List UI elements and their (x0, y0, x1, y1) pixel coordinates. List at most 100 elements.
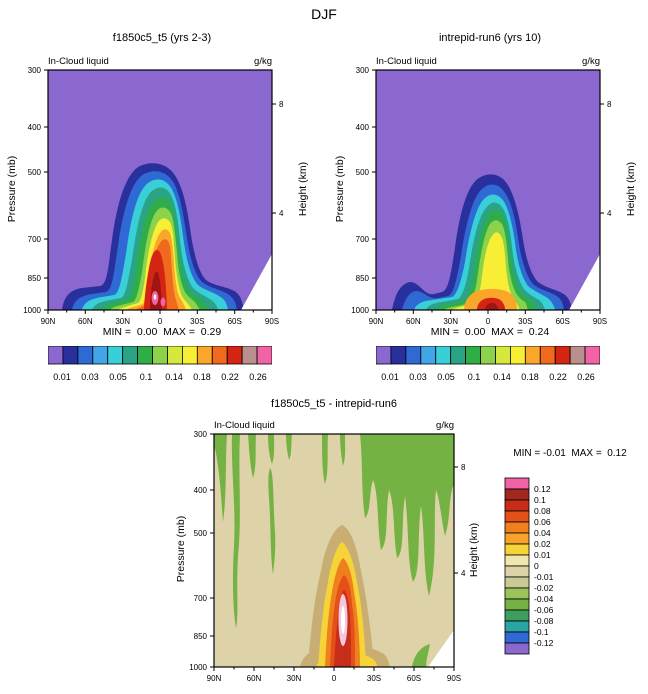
svg-text:0.1: 0.1 (468, 372, 481, 382)
svg-text:0.1: 0.1 (140, 372, 153, 382)
svg-text:300: 300 (28, 66, 42, 75)
panel1-ylabel-right: Height (km) (297, 161, 309, 217)
colorbar-cells (48, 346, 272, 365)
colorbar-labels: 0.01 0.03 0.05 0.1 0.14 0.18 0.22 0.26 (381, 372, 595, 382)
svg-text:4: 4 (279, 209, 284, 218)
svg-text:1000: 1000 (351, 306, 369, 315)
svg-text:0.14: 0.14 (165, 372, 183, 382)
colorbar-cells (504, 477, 530, 655)
svg-text:1000: 1000 (23, 306, 41, 315)
svg-text:60S: 60S (407, 674, 421, 683)
svg-text:-0.04: -0.04 (534, 594, 554, 604)
svg-text:8: 8 (279, 100, 284, 109)
svg-text:60S: 60S (228, 317, 242, 326)
svg-text:400: 400 (356, 123, 370, 132)
field-label: In-Cloud liquid (376, 56, 437, 67)
svg-text:60N: 60N (78, 317, 93, 326)
right-ticks (600, 103, 604, 214)
panel2-field (376, 70, 600, 310)
svg-text:850: 850 (356, 274, 370, 283)
x-ticks (375, 310, 601, 314)
svg-text:0.18: 0.18 (193, 372, 211, 382)
svg-text:0.02: 0.02 (534, 539, 551, 549)
units-label: g/kg (582, 56, 600, 67)
svg-text:90N: 90N (41, 317, 56, 326)
svg-text:-0.12: -0.12 (534, 638, 554, 648)
positive-plume (300, 525, 390, 667)
svg-text:-0.08: -0.08 (534, 616, 554, 626)
svg-text:0.18: 0.18 (521, 372, 539, 382)
svg-text:700: 700 (356, 235, 370, 244)
svg-text:0.22: 0.22 (221, 372, 239, 382)
svg-text:0: 0 (332, 674, 337, 683)
svg-text:0.05: 0.05 (437, 372, 455, 382)
svg-text:0.01: 0.01 (534, 550, 551, 560)
svg-text:0.01: 0.01 (381, 372, 399, 382)
svg-text:500: 500 (28, 168, 42, 177)
right-tick-labels: 8 4 (279, 100, 284, 218)
contour-band-darkred (485, 303, 498, 310)
svg-text:1000: 1000 (189, 663, 207, 672)
svg-text:0: 0 (486, 317, 491, 326)
svg-text:850: 850 (194, 632, 208, 641)
svg-text:30N: 30N (287, 674, 302, 683)
panel3-title: f1850c5_t5 - intrepid-run6 (271, 398, 397, 410)
svg-text:8: 8 (461, 463, 466, 472)
right-tick-labels: 8 4 (461, 463, 466, 578)
svg-text:4: 4 (607, 209, 612, 218)
panel3-field (214, 434, 454, 667)
colorbar-labels: 0.01 0.03 0.05 0.1 0.14 0.18 0.22 0.26 (53, 372, 267, 382)
svg-text:0.08: 0.08 (534, 506, 551, 516)
svg-text:400: 400 (194, 486, 208, 495)
svg-text:-0.01: -0.01 (534, 572, 554, 582)
negative-green-patches (214, 434, 454, 667)
units-label: g/kg (436, 420, 454, 431)
svg-text:0.04: 0.04 (534, 528, 551, 538)
svg-text:90N: 90N (369, 317, 384, 326)
x-ticks (47, 310, 273, 314)
x-tick-labels: 90N 60N 30N 0 30S 60S 90S (369, 317, 607, 326)
panel2-colorbar: 0.01 0.03 0.05 0.1 0.14 0.18 0.22 0.26 (376, 346, 600, 382)
svg-text:60S: 60S (556, 317, 570, 326)
panel3-plot: 300 400 500 700 850 1000 8 4 90N 60N 30N… (189, 420, 466, 683)
right-ticks (454, 466, 458, 574)
svg-text:700: 700 (194, 594, 208, 603)
svg-text:-0.1: -0.1 (534, 627, 549, 637)
svg-text:0.06: 0.06 (534, 517, 551, 527)
svg-text:850: 850 (28, 274, 42, 283)
svg-text:0.26: 0.26 (249, 372, 267, 382)
panel1-ylabel: Pressure (mb) (6, 155, 18, 223)
panel3-minmax: MIN = -0.01 MAX = 0.12 (513, 448, 627, 459)
svg-text:4: 4 (461, 569, 466, 578)
panel3-colorbar: 0.12 0.1 0.08 0.06 0.04 0.02 0.01 0 -0.0… (504, 477, 554, 655)
svg-text:30N: 30N (115, 317, 130, 326)
svg-text:300: 300 (356, 66, 370, 75)
svg-text:0: 0 (534, 561, 539, 571)
missing-data-wedge (241, 254, 272, 310)
svg-text:-0.02: -0.02 (534, 583, 554, 593)
page-title: DJF (311, 6, 337, 22)
panel2-minmax: MIN = 0.00 MAX = 0.24 (430, 326, 550, 338)
svg-text:0.26: 0.26 (577, 372, 595, 382)
svg-text:700: 700 (28, 235, 42, 244)
panel1-plot: 300 400 500 700 850 1000 8 4 90N 60N 30N… (23, 56, 284, 326)
panel1-title: f1850c5_t5 (yrs 2-3) (112, 32, 212, 44)
colorbar-cells (376, 346, 600, 365)
svg-text:400: 400 (28, 123, 42, 132)
x-tick-labels: 90N 60N 30N 0 30S 60S 90S (41, 317, 279, 326)
svg-text:0.22: 0.22 (549, 372, 567, 382)
panel1-minmax: MIN = 0.00 MAX = 0.29 (102, 326, 222, 338)
svg-text:90N: 90N (207, 674, 222, 683)
svg-text:0.05: 0.05 (109, 372, 127, 382)
svg-text:0.03: 0.03 (409, 372, 427, 382)
y-tick-labels: 300 400 500 700 850 1000 (23, 66, 41, 315)
svg-text:60N: 60N (247, 674, 262, 683)
svg-text:30S: 30S (518, 317, 532, 326)
svg-text:90S: 90S (265, 317, 279, 326)
svg-text:500: 500 (194, 529, 208, 538)
svg-text:300: 300 (194, 430, 208, 439)
x-tick-labels: 90N 60N 30N 0 30S 60S 90S (207, 674, 461, 683)
svg-text:90S: 90S (593, 317, 607, 326)
contour-core-white (153, 294, 157, 300)
panel2-title: intrepid-run6 (yrs 10) (438, 32, 542, 44)
